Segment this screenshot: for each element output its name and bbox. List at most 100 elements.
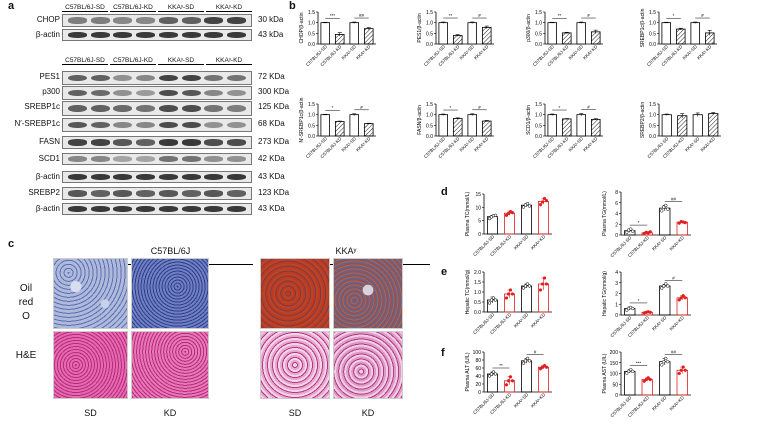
blot-band <box>158 174 178 180</box>
data-point <box>666 207 670 211</box>
significance-label: ## <box>359 13 365 18</box>
bar <box>538 366 550 393</box>
bar <box>521 285 533 313</box>
blot-band <box>227 139 247 146</box>
y-axis-label: Hepatic TG(mmol/g) <box>602 271 608 316</box>
y-axis-label: FASN/β-actin <box>417 105 423 135</box>
y-tick-label: 10 <box>475 205 481 211</box>
blot-label-9: SREBP2 <box>28 188 60 197</box>
data-point <box>648 230 652 234</box>
histology-oil-red-c57-kd <box>131 258 209 329</box>
data-point <box>666 360 670 364</box>
y-axis-label: Plasma ALT (U/L) <box>465 352 471 391</box>
blot-kda-2: 72 KDa <box>258 72 285 81</box>
data-point <box>681 294 685 298</box>
y-tick-label: 4 <box>615 212 618 218</box>
blot-kda-0: 30 kDa <box>258 15 284 24</box>
y-tick-label: 1.0 <box>308 21 315 27</box>
col-label-c57-sd: SD <box>84 408 97 418</box>
data-point <box>510 379 515 383</box>
data-point <box>521 286 526 290</box>
blot-strip-2 <box>62 71 252 85</box>
blot-band <box>181 190 201 197</box>
y-tick-label: 1.0 <box>535 21 542 27</box>
data-point <box>491 370 496 374</box>
data-point <box>540 200 545 204</box>
y-tick-label: 0.0 <box>308 42 315 48</box>
lane-header-mid-2: C57BL/6J-KD <box>110 57 156 65</box>
data-point <box>646 376 650 380</box>
blot-band <box>204 206 224 212</box>
y-tick-label: 0.0 <box>535 134 542 140</box>
bar <box>481 120 492 137</box>
lane-header-mid-3: KKAʸ-SD <box>158 57 204 65</box>
y-axis-label: N′-SREBP1c/β-actin <box>299 97 305 142</box>
bar <box>591 118 601 137</box>
data-point <box>489 298 494 302</box>
blot-band <box>67 139 87 146</box>
data-point <box>683 368 687 372</box>
blot-band <box>136 190 156 197</box>
blot-band <box>227 156 247 162</box>
blot-strip-3 <box>62 86 252 100</box>
lane-header-top-4: KKAʸ-KD <box>206 4 252 12</box>
panel-label-e: e <box>441 266 448 278</box>
histology-he-c57-sd <box>53 331 128 399</box>
blot-strip-7 <box>62 153 252 165</box>
blot-strip-4 <box>62 101 252 116</box>
significance-label: ** <box>499 363 503 368</box>
data-point <box>504 213 509 217</box>
blot-band <box>204 139 224 146</box>
y-tick-label: 4 <box>615 270 618 276</box>
blot-band <box>67 89 87 97</box>
histology-he-kkay-kd <box>333 331 403 399</box>
data-point <box>542 276 547 280</box>
y-tick-label: 0.0 <box>426 42 433 48</box>
data-point <box>493 298 498 302</box>
histology-group-title-c57: C57BL/6J <box>150 246 191 256</box>
data-point <box>487 374 492 378</box>
blot-band <box>113 174 133 180</box>
bar <box>659 285 671 316</box>
significance-label: # <box>478 13 481 18</box>
bar <box>481 26 492 45</box>
category-label: KKAʸ-KD <box>473 136 490 153</box>
y-tick-label: 1.5 <box>308 102 315 108</box>
blot-band <box>204 32 224 38</box>
panel-label-a: a <box>8 0 15 12</box>
data-point <box>662 284 666 288</box>
y-tick-label: 1.0 <box>426 21 433 27</box>
blot-strip-0 <box>62 14 252 27</box>
data-point <box>642 379 646 383</box>
significance-label: * <box>638 220 640 225</box>
significance-label: *** <box>330 13 336 18</box>
y-tick-label: 2.0 <box>474 270 481 276</box>
category-label: KKAʸ-SD <box>684 136 701 153</box>
lane-header-mid-1: C57BL/6J-SD <box>62 57 108 65</box>
significance-label: # <box>701 13 704 18</box>
data-point <box>544 199 549 203</box>
bar <box>438 22 448 45</box>
y-tick-label: 0.0 <box>474 310 481 316</box>
blot-band <box>113 32 133 38</box>
blot-band <box>136 206 156 212</box>
blot-band <box>67 206 87 212</box>
data-point <box>631 306 635 311</box>
y-axis-label: SREBP1c/β-actin <box>640 8 646 47</box>
blot-label-6: FASN <box>39 137 60 146</box>
data-point <box>629 227 633 231</box>
bar <box>363 28 374 45</box>
blot-band <box>67 156 87 162</box>
blot-band <box>113 89 133 97</box>
blot-band <box>90 74 110 82</box>
y-tick-label: 0.5 <box>535 123 542 129</box>
panel-label-d: d <box>441 186 448 198</box>
blot-band <box>67 74 87 82</box>
data-point <box>510 292 515 296</box>
data-point <box>681 365 685 369</box>
category-label: KKAʸ-KD <box>700 136 717 153</box>
blot-band <box>158 156 178 162</box>
row-label-oil-red-o: Oil red O <box>18 283 34 322</box>
data-point <box>493 213 498 217</box>
y-tick-label: 0.0 <box>649 42 656 48</box>
